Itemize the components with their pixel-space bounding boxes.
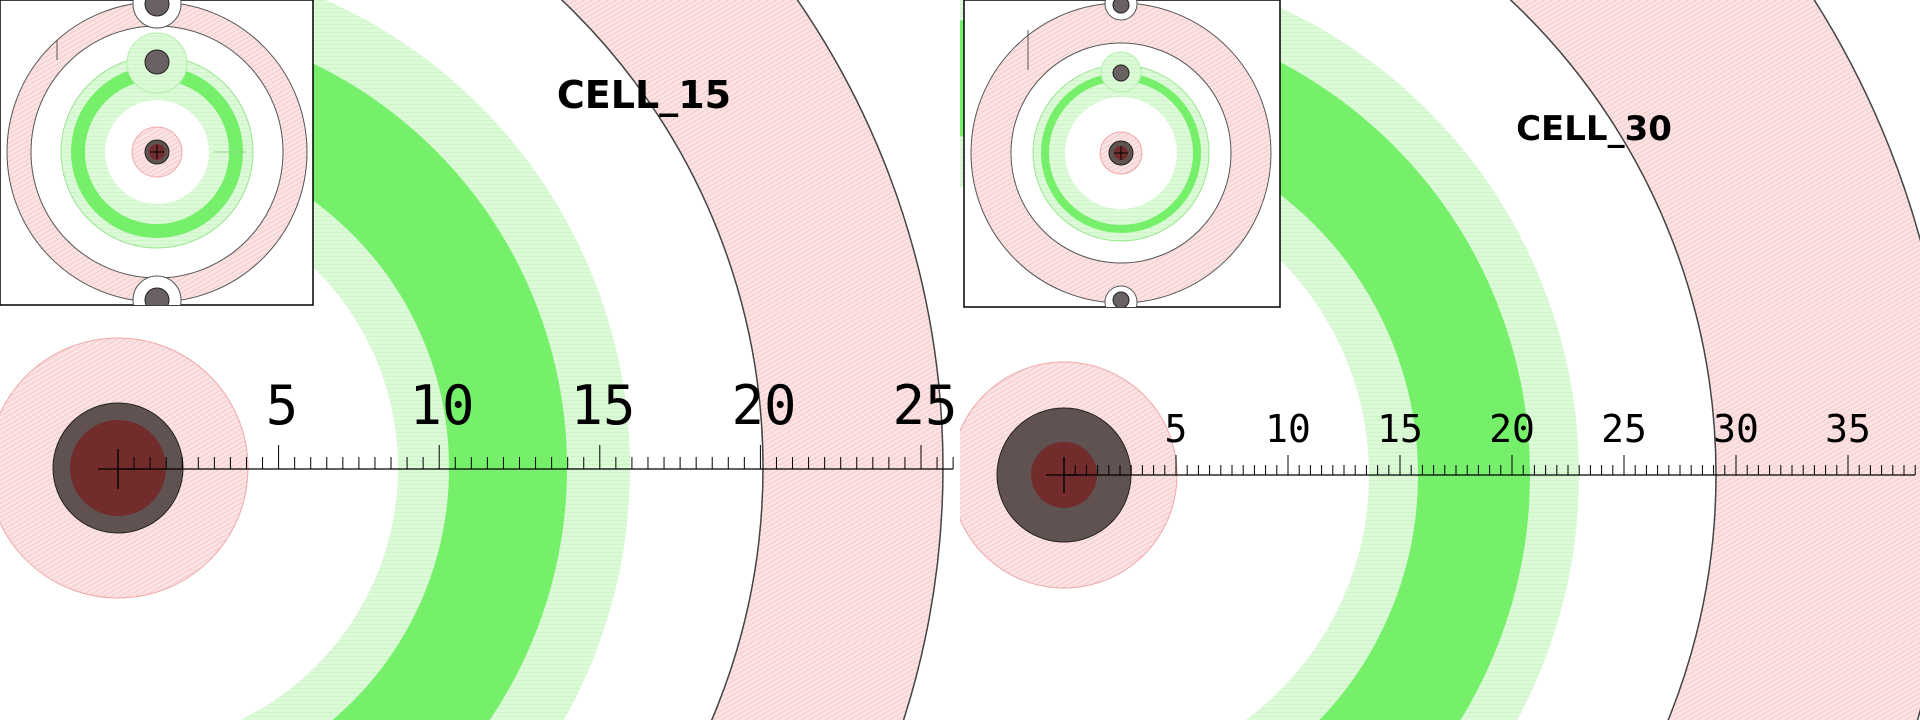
ruler-label: 5 — [1165, 407, 1188, 451]
outer-red-band-edge-inner — [560, 0, 764, 720]
inset-overview-cell-15 — [0, 0, 314, 306]
ruler-label: 20 — [1489, 407, 1535, 451]
ruler-labels-cell-30: 5 10 15 20 25 30 35 — [1165, 407, 1871, 451]
ruler-label: 25 — [1601, 407, 1647, 451]
outer-red-hatched-band — [561, 0, 943, 720]
panel-cell-15: 5 10 15 20 25 CELL_15 — [0, 0, 958, 720]
ruler-cell-15 — [98, 445, 954, 489]
ruler-label: 10 — [409, 374, 474, 437]
ruler-cell-30 — [1046, 455, 1916, 493]
inset-overview-cell-30 — [963, 0, 1281, 308]
ruler-label: 10 — [1265, 407, 1311, 451]
ruler-label: 15 — [570, 374, 635, 437]
panel-cell-30: 5 10 15 20 25 30 35 CELL_30 — [960, 0, 1920, 720]
ruler-label: 5 — [266, 374, 299, 437]
panel-title: CELL_15 — [557, 73, 731, 117]
panel-title: CELL_30 — [1516, 109, 1672, 149]
ruler-label: 35 — [1825, 407, 1871, 451]
ruler-label: 15 — [1377, 407, 1423, 451]
ruler-label: 20 — [731, 374, 796, 437]
ruler-label: 25 — [892, 374, 957, 437]
ruler-labels-cell-15: 5 10 15 20 25 — [266, 374, 958, 437]
ruler-label: 30 — [1713, 407, 1759, 451]
outer-red-band-edge-outer — [796, 0, 944, 720]
